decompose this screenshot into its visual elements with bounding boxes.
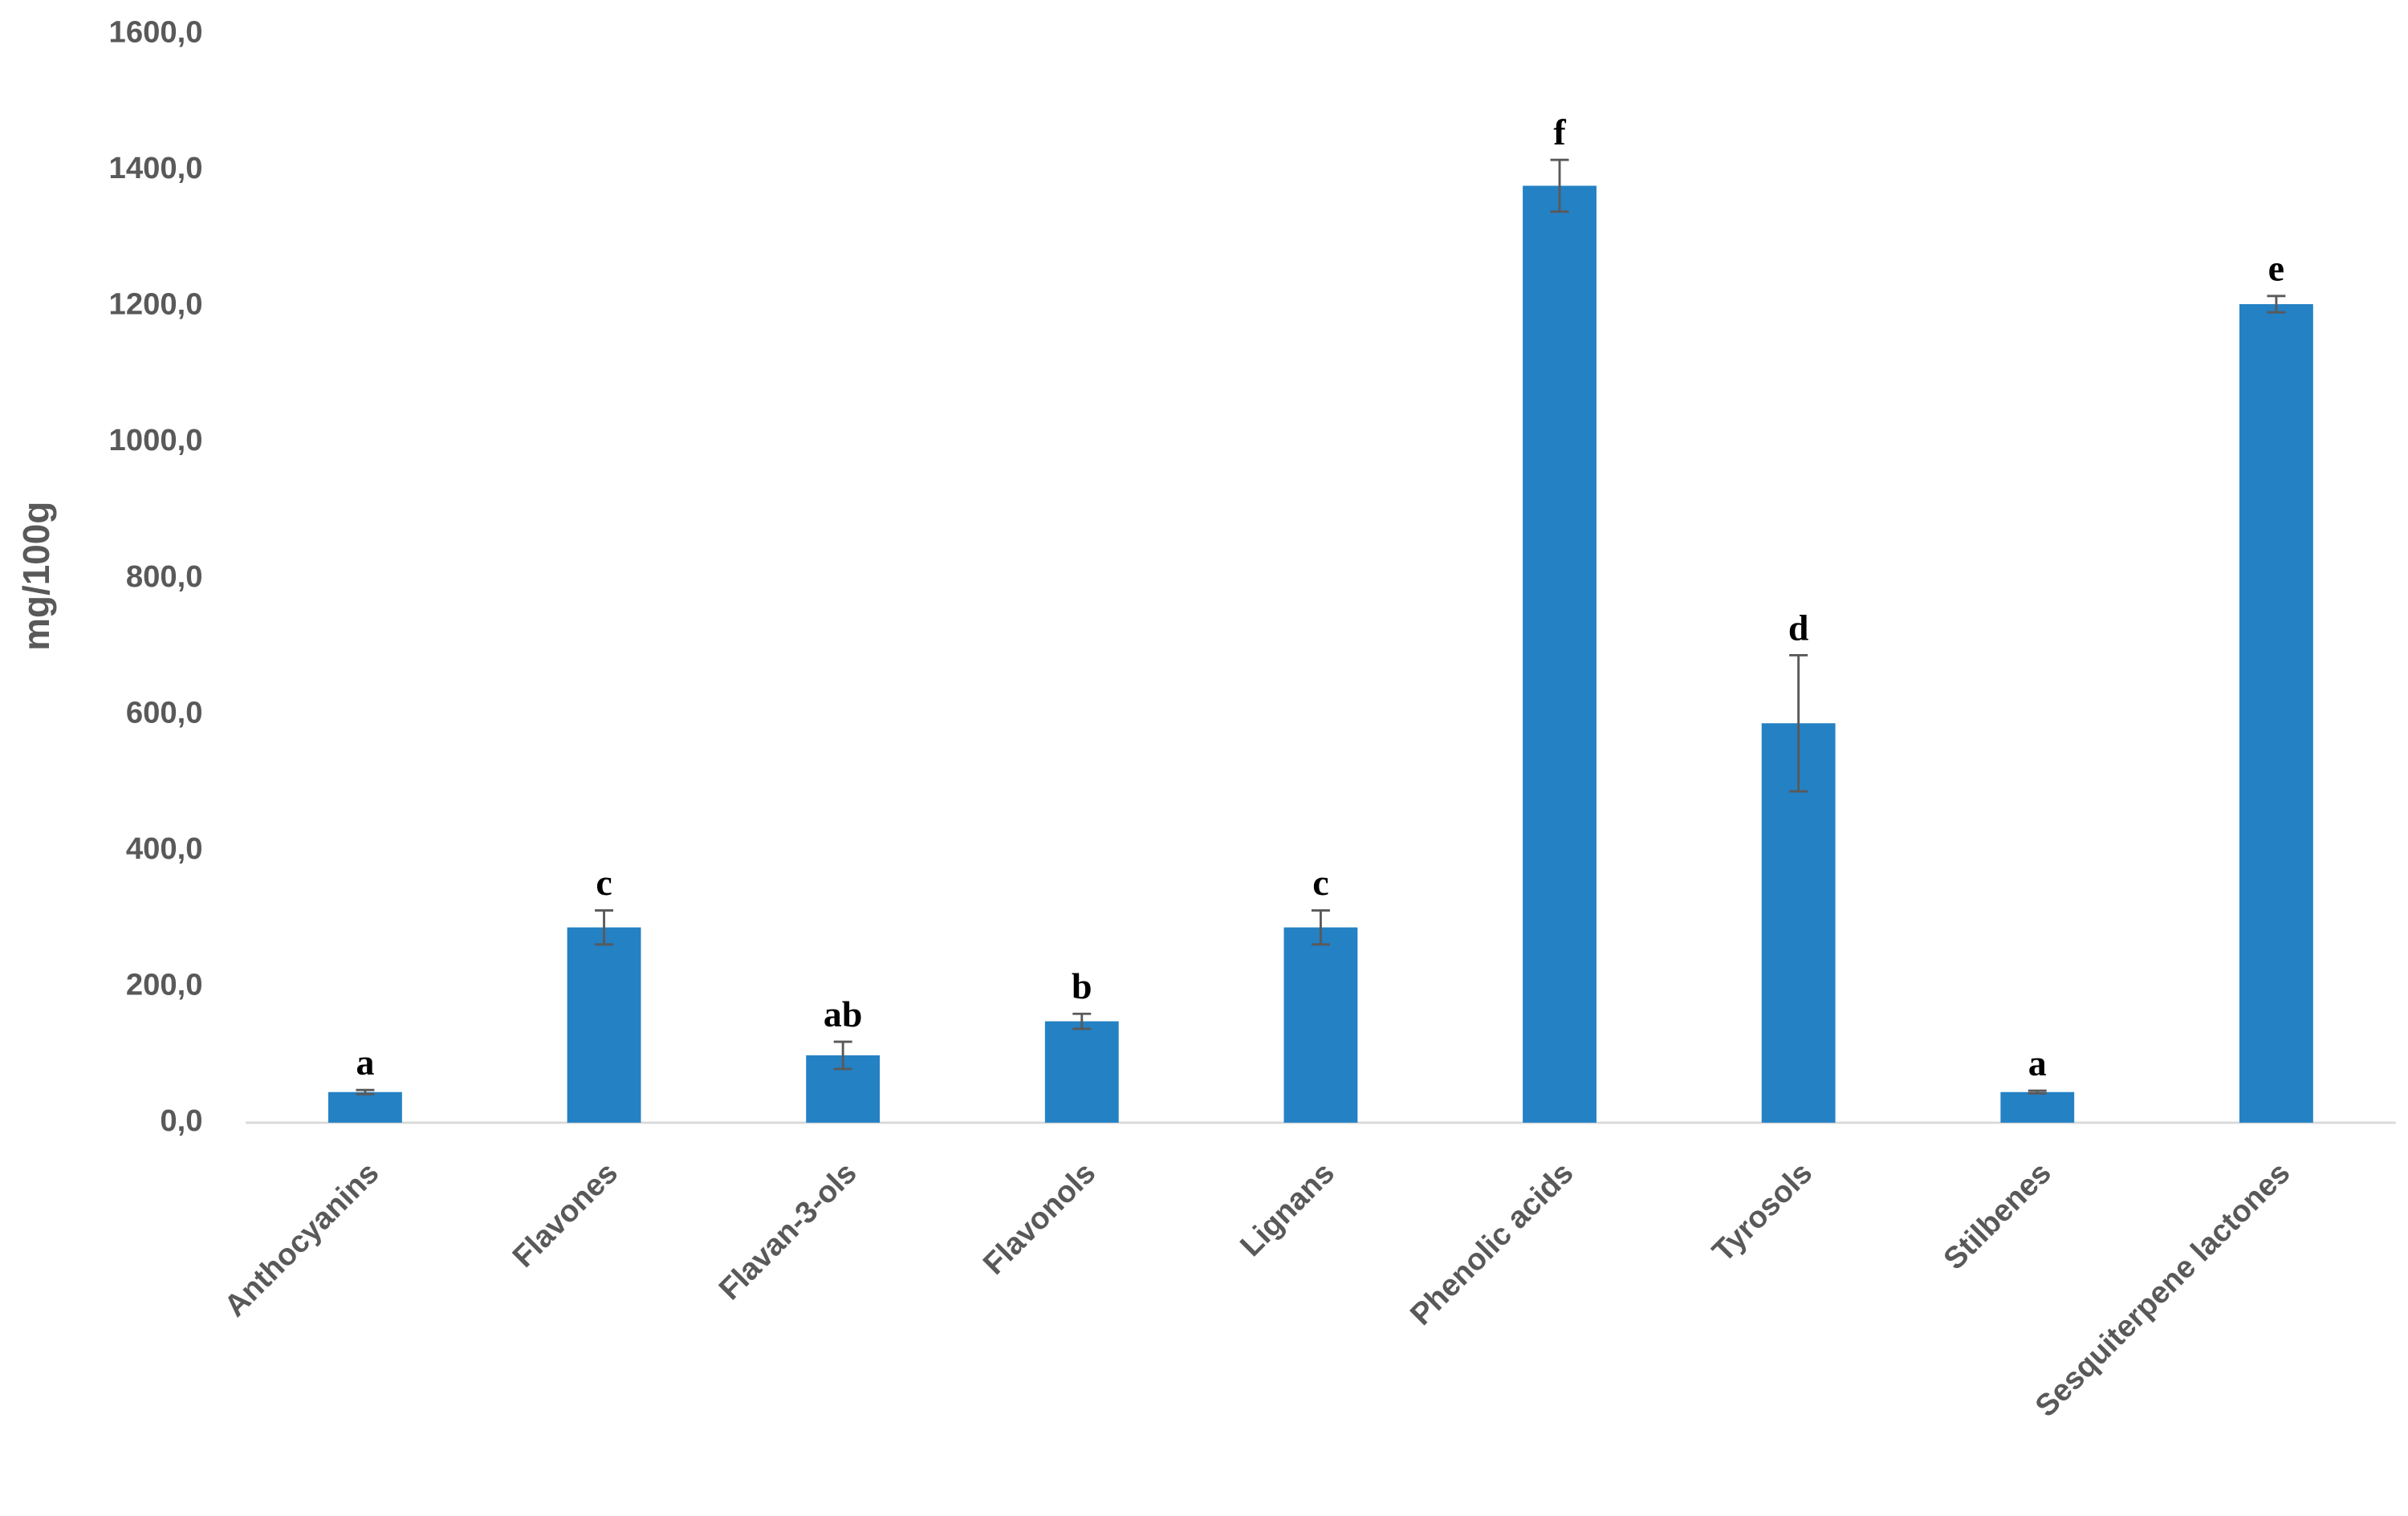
significance-letter: d xyxy=(1788,607,1809,648)
error-bar xyxy=(833,1040,852,1071)
x-tick-label: Flavan-3-ols xyxy=(712,1156,863,1307)
error-bar xyxy=(595,908,614,946)
y-tick-label: 600,0 xyxy=(126,695,203,730)
y-tick-label: 1200,0 xyxy=(109,287,203,322)
x-tick-label: Stilbenes xyxy=(1937,1156,2058,1277)
y-axis-label: mg/100g xyxy=(15,502,57,651)
y-tick-label: 0,0 xyxy=(160,1103,202,1138)
bar xyxy=(328,1091,402,1123)
significance-letter: ab xyxy=(824,994,862,1034)
bar xyxy=(1044,1021,1119,1123)
y-tick-label: 1600,0 xyxy=(109,15,203,50)
bar xyxy=(567,927,641,1123)
significance-letter: c xyxy=(1312,862,1328,903)
significance-letter: b xyxy=(1072,965,1092,1006)
error-bar xyxy=(356,1088,375,1095)
bar xyxy=(1523,185,1597,1123)
bar xyxy=(2000,1091,2075,1123)
significance-letter: e xyxy=(2268,248,2284,289)
error-bar xyxy=(2028,1089,2047,1095)
x-tick-label: Flavonols xyxy=(977,1156,1103,1282)
x-tick-label: Tyrosols xyxy=(1706,1156,1819,1269)
significance-letter: a xyxy=(356,1042,374,1083)
y-tick-label: 1000,0 xyxy=(109,423,203,457)
significance-letter: c xyxy=(596,862,612,903)
x-tick-label: Lignans xyxy=(1234,1156,1341,1263)
y-tick-label: 200,0 xyxy=(126,967,203,1002)
bar xyxy=(2239,303,2313,1123)
error-bar xyxy=(1072,1012,1092,1030)
x-tick-label: Sesquiterpene lactones xyxy=(2028,1156,2296,1424)
y-tick-label: 800,0 xyxy=(126,559,203,594)
error-bar xyxy=(2267,295,2286,314)
error-bar xyxy=(1311,908,1330,946)
x-tick-label: Phenolic acids xyxy=(1404,1156,1580,1332)
y-tick-label: 1400,0 xyxy=(109,151,203,185)
x-tick-label: Anthocyanins xyxy=(218,1156,385,1323)
x-tick-label: Flavones xyxy=(506,1156,624,1274)
error-bar xyxy=(1789,654,1808,793)
significance-letter: f xyxy=(1553,112,1566,152)
bar xyxy=(1283,927,1358,1123)
y-tick-label: 400,0 xyxy=(126,831,203,866)
significance-letter: a xyxy=(2028,1043,2047,1083)
error-bar xyxy=(1550,158,1569,213)
